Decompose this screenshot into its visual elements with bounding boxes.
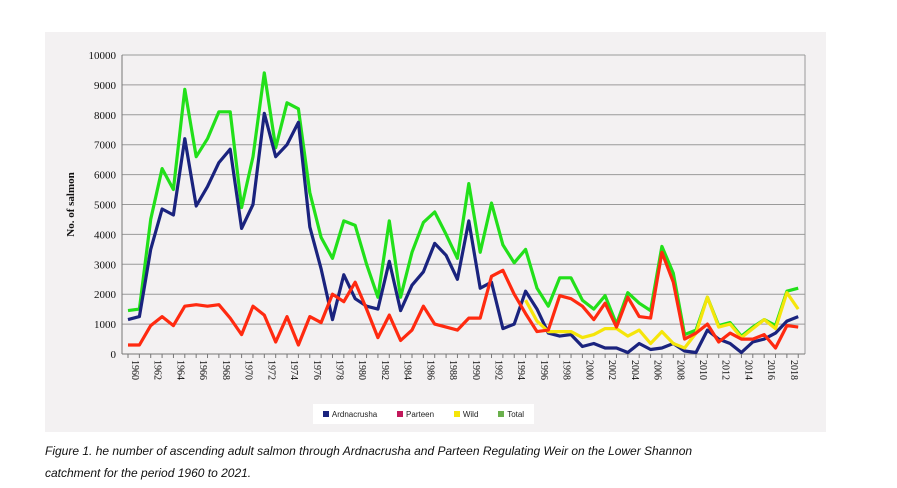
y-tick-label: 9000 [94, 80, 117, 92]
legend-swatch [498, 411, 505, 418]
x-tick-label: 1968 [220, 360, 231, 380]
x-tick-label: 1972 [265, 360, 276, 380]
x-tick-label: 1964 [174, 360, 185, 380]
legend-label: Parteen [406, 409, 435, 419]
x-tick-label: 1994 [515, 360, 526, 380]
x-tick-label: 1960 [129, 360, 140, 380]
x-tick-label: 1984 [402, 360, 413, 380]
legend-item-total: Total [498, 410, 524, 419]
x-tick-label: 1962 [152, 360, 163, 380]
x-tick-label: 2014 [742, 360, 753, 380]
legend: Ardnacrusha Parteen Wild Total [313, 404, 534, 424]
y-tick-label: 1000 [94, 319, 117, 331]
x-tick-label: 2010 [697, 360, 708, 380]
x-tick-label: 2000 [583, 360, 594, 380]
x-tick-label: 1992 [493, 360, 504, 380]
y-axis-title: No. of salmon [65, 172, 77, 236]
caption-line-2: catchment for the period 1960 to 2021. [45, 466, 252, 480]
legend-swatch [453, 411, 460, 418]
legend-label: Total [507, 409, 525, 419]
legend-item-wild: Wild [453, 409, 479, 419]
y-tick-label: 7000 [94, 140, 117, 152]
y-tick-label: 5000 [94, 200, 117, 212]
x-tick-label: 1998 [561, 360, 572, 380]
x-tick-label: 1996 [538, 360, 549, 380]
legend-label: Ardnacrusha [331, 409, 378, 419]
chart-panel [45, 32, 826, 432]
x-tick-label: 1974 [288, 360, 299, 380]
x-tick-label: 1982 [379, 360, 390, 380]
x-tick-label: 1970 [243, 360, 254, 380]
x-tick-label: 1990 [470, 360, 481, 380]
legend-swatch [322, 411, 329, 418]
caption-line-1: Figure 1. he number of ascending adult s… [45, 444, 693, 458]
legend-item-parteen: Parteen [397, 410, 434, 419]
y-tick-label: 2000 [94, 289, 117, 301]
x-tick-label: 1976 [311, 360, 322, 380]
x-tick-label: 2002 [606, 360, 617, 380]
x-tick-label: 1980 [356, 360, 367, 380]
legend-label: Wild [462, 409, 479, 419]
y-tick-label: 4000 [94, 229, 117, 241]
y-tick-label: 0 [111, 349, 117, 361]
x-tick-label: 2004 [629, 360, 640, 380]
x-tick-label: 1966 [197, 360, 208, 380]
y-tick-label: 10000 [89, 50, 117, 62]
legend-item-ardnacrusha: Ardnacrusha [322, 409, 378, 419]
y-tick-label: 3000 [94, 259, 117, 271]
x-tick-label: 1988 [447, 360, 458, 380]
x-tick-label: 1986 [424, 360, 435, 380]
series-line-parteen [128, 250, 799, 350]
legend-swatch [397, 411, 404, 418]
x-tick-label: 2008 [674, 360, 685, 380]
x-tick-label: 2012 [720, 360, 731, 380]
x-tick-label: 2018 [788, 360, 799, 380]
y-tick-label: 6000 [94, 170, 117, 182]
series-line-ardnacrusha [127, 111, 799, 355]
y-tick-label: 8000 [94, 110, 117, 122]
series-line-total [127, 71, 799, 338]
x-tick-label: 2006 [652, 360, 663, 380]
x-tick-label: 2016 [765, 360, 776, 380]
x-tick-label: 1978 [333, 360, 344, 380]
figure-caption: Figure 1. he number of ascending adult s… [45, 440, 805, 484]
